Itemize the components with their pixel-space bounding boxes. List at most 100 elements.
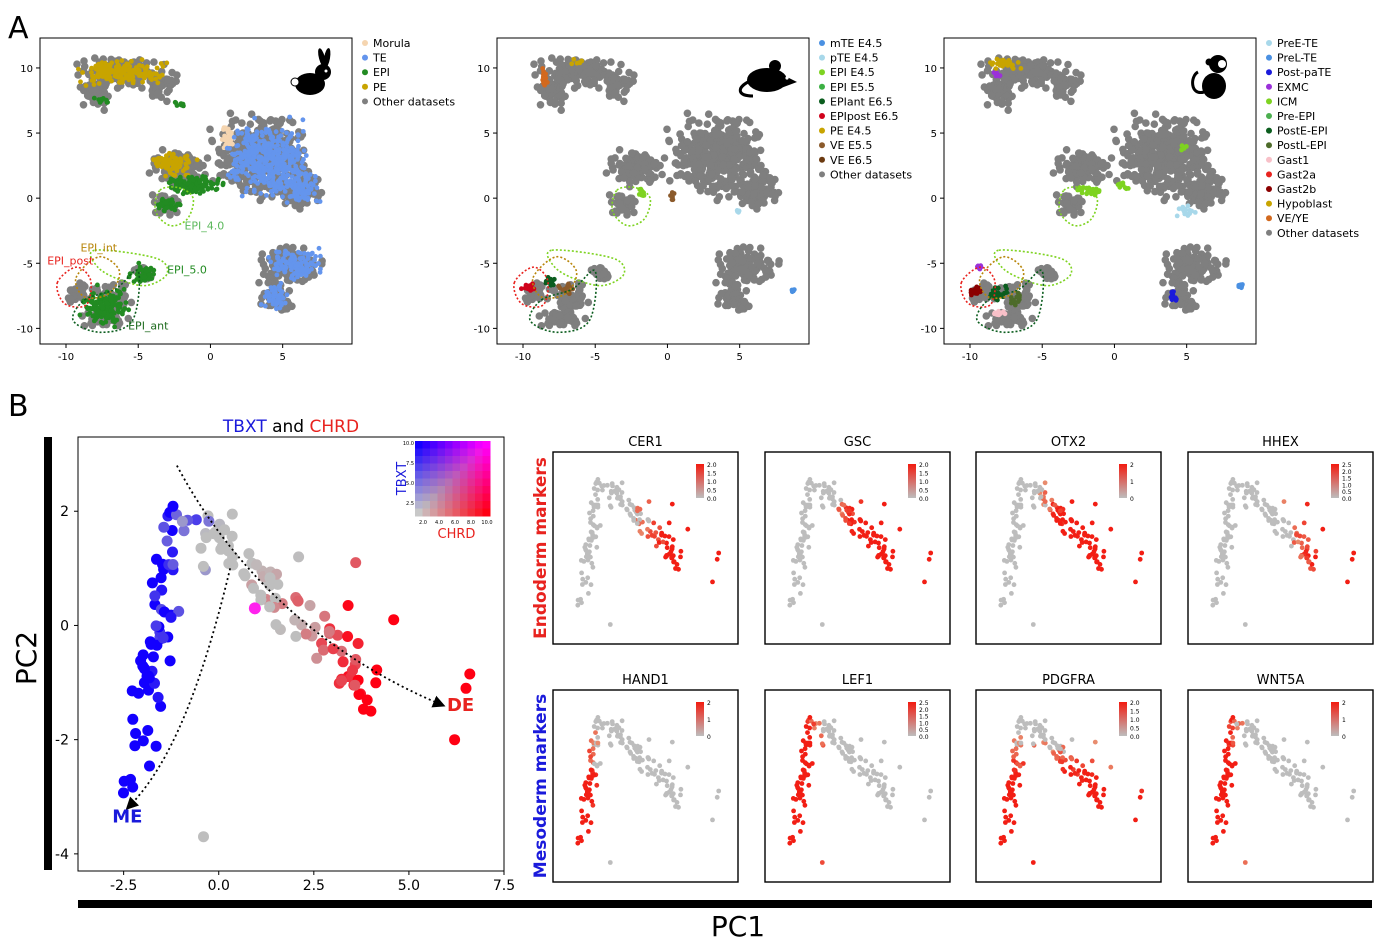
cluster-point <box>274 301 280 307</box>
cluster-point <box>304 174 310 180</box>
background-point <box>1185 187 1193 196</box>
background-point <box>1062 146 1071 154</box>
cluster-point <box>103 319 109 325</box>
cluster-point <box>267 162 273 168</box>
background-point <box>708 182 717 191</box>
cluster-point <box>305 268 311 274</box>
background-point <box>154 89 162 98</box>
mouse-ear <box>769 60 781 72</box>
background-point <box>199 161 207 170</box>
background-point <box>721 278 729 287</box>
cluster-point <box>280 295 286 301</box>
background-point <box>602 169 611 177</box>
legend-label: Morula <box>373 37 411 50</box>
legend-swatch <box>819 171 825 178</box>
background-point <box>581 314 590 323</box>
cluster-point <box>173 180 179 186</box>
background-point <box>523 295 532 304</box>
cluster-point <box>259 133 265 139</box>
background-point <box>750 147 758 155</box>
cluster-point <box>197 178 203 184</box>
cluster-point <box>318 253 323 259</box>
cluster-point <box>290 169 296 175</box>
cluster-point <box>163 173 168 179</box>
background-point <box>1180 119 1188 128</box>
background-point <box>256 196 264 205</box>
cluster-point <box>154 156 160 162</box>
background-point <box>238 119 246 127</box>
background-point <box>605 191 614 199</box>
legend-label: EPIpost E6.5 <box>830 110 899 123</box>
background-point <box>1144 129 1152 137</box>
cluster-point <box>287 194 293 200</box>
cluster-point <box>579 58 585 64</box>
legend-swatch <box>362 83 368 90</box>
cluster-point <box>119 58 125 63</box>
cluster-point <box>264 193 269 198</box>
cluster-point <box>266 127 272 133</box>
background-point <box>551 98 559 106</box>
background-point <box>223 158 231 166</box>
background-point <box>561 297 570 305</box>
cluster-point <box>227 141 233 146</box>
background-point <box>1160 196 1168 205</box>
background-point <box>630 71 638 79</box>
cluster-point <box>283 248 288 254</box>
background-point <box>1163 175 1172 183</box>
background-point <box>226 109 235 118</box>
legend-swatch <box>819 54 825 61</box>
cluster-point <box>221 125 227 130</box>
background-point <box>1064 60 1072 69</box>
background-point <box>1203 244 1212 252</box>
legend-label: VE E6.5 <box>830 154 872 167</box>
cluster-point <box>137 264 143 270</box>
cluster-point <box>295 133 301 138</box>
background-point <box>771 192 779 201</box>
cluster-point <box>252 115 257 121</box>
cluster-point <box>287 114 293 120</box>
background-point <box>1068 76 1076 84</box>
cluster-point <box>229 169 235 175</box>
cluster-point <box>216 176 221 182</box>
background-point <box>750 190 758 198</box>
cluster-point <box>308 252 314 257</box>
cluster-point <box>146 276 152 282</box>
background-point <box>724 116 732 124</box>
background-point <box>697 129 705 137</box>
background-point <box>1142 160 1150 168</box>
cluster-point <box>112 319 118 325</box>
cluster-point <box>124 61 130 67</box>
background-point <box>1018 75 1027 83</box>
cluster-point <box>164 205 170 211</box>
background-point <box>267 116 275 124</box>
cluster-point <box>274 272 280 278</box>
background-point <box>1150 153 1159 162</box>
background-point <box>616 199 624 208</box>
background-point <box>738 187 746 196</box>
cluster-point <box>267 183 272 189</box>
cluster-point <box>259 155 265 161</box>
cluster-point <box>313 174 318 179</box>
cluster-point <box>112 324 117 330</box>
background-point <box>563 313 572 322</box>
y-tick-label: 10 <box>20 64 33 75</box>
cluster-point <box>543 71 548 77</box>
background-point <box>647 176 655 184</box>
background-point <box>1088 165 1096 174</box>
cluster-point <box>96 81 102 86</box>
background-point <box>1077 169 1085 177</box>
legend-label: mTE E4.5 <box>830 37 882 50</box>
background-point <box>658 170 666 179</box>
background-point <box>1174 182 1183 190</box>
cluster-point <box>95 282 100 288</box>
background-point <box>759 171 767 179</box>
background-point <box>718 264 727 273</box>
y-tick-label: -5 <box>23 259 33 270</box>
background-point <box>695 119 703 127</box>
cluster-point <box>91 82 97 87</box>
cluster-point <box>101 73 107 79</box>
background-point <box>703 153 712 162</box>
background-point <box>694 146 703 155</box>
background-point <box>683 109 692 118</box>
